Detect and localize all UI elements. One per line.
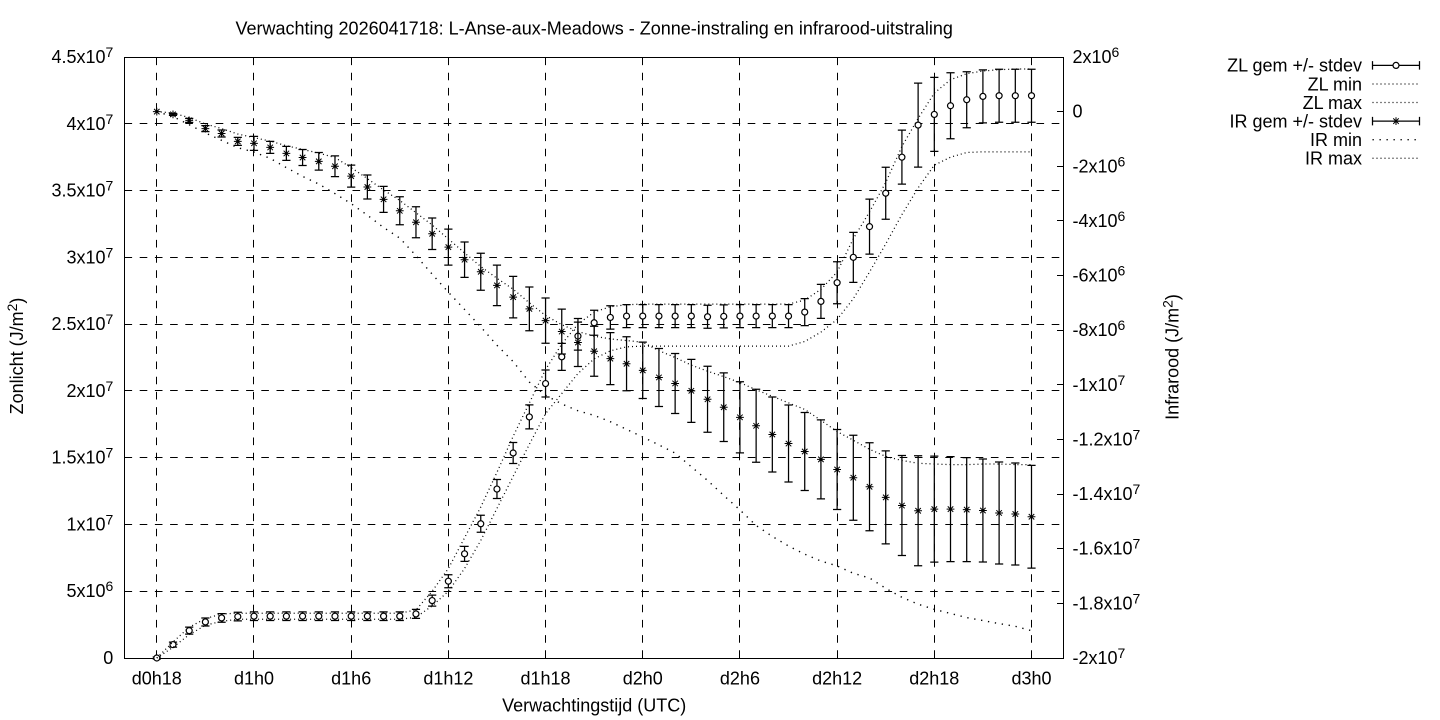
svg-text:d1h12: d1h12 [423, 669, 473, 689]
svg-text:1.5x107: 1.5x107 [51, 445, 113, 468]
svg-text:-4x106: -4x106 [1073, 208, 1126, 231]
svg-text:3x107: 3x107 [66, 244, 113, 267]
svg-text:3.5x107: 3.5x107 [51, 178, 113, 201]
svg-text:2x107: 2x107 [66, 378, 113, 401]
svg-text:5x106: 5x106 [66, 578, 113, 601]
svg-text:d1h18: d1h18 [521, 669, 571, 689]
svg-text:0: 0 [103, 648, 113, 668]
svg-text:d1h6: d1h6 [331, 669, 371, 689]
svg-text:d2h18: d2h18 [909, 669, 959, 689]
svg-text:-2x107: -2x107 [1073, 645, 1126, 668]
svg-text:Zonlicht (J/m2): Zonlicht (J/m2) [4, 298, 27, 415]
svg-text:IR min: IR min [1310, 130, 1362, 150]
svg-text:ZL gem +/- stdev: ZL gem +/- stdev [1227, 56, 1362, 76]
svg-text:ZL min: ZL min [1308, 74, 1362, 94]
svg-text:-1x107: -1x107 [1073, 372, 1126, 395]
svg-text:-2x106: -2x106 [1073, 153, 1126, 176]
svg-text:-1.8x107: -1.8x107 [1073, 590, 1141, 613]
svg-text:-1.4x107: -1.4x107 [1073, 481, 1141, 504]
svg-text:4x107: 4x107 [66, 111, 113, 134]
svg-text:Verwachting 2026041718: L-Anse: Verwachting 2026041718: L-Anse-aux-Meado… [235, 18, 952, 38]
svg-text:-8x106: -8x106 [1073, 317, 1126, 340]
svg-text:Infrarood (J/m2): Infrarood (J/m2) [1160, 294, 1183, 420]
svg-text:4.5x107: 4.5x107 [51, 44, 113, 67]
svg-text:d2h0: d2h0 [623, 669, 663, 689]
svg-text:IR max: IR max [1305, 149, 1362, 169]
svg-text:d2h6: d2h6 [720, 669, 760, 689]
svg-text:2x106: 2x106 [1073, 44, 1120, 67]
svg-text:IR gem +/- stdev: IR gem +/- stdev [1229, 111, 1362, 131]
svg-text:ZL max: ZL max [1303, 93, 1362, 113]
svg-text:Verwachtingstijd (UTC): Verwachtingstijd (UTC) [502, 696, 686, 716]
svg-text:2.5x107: 2.5x107 [51, 311, 113, 334]
svg-text:-1.2x107: -1.2x107 [1073, 426, 1141, 449]
svg-text:-6x106: -6x106 [1073, 263, 1126, 286]
svg-text:d0h18: d0h18 [132, 669, 182, 689]
svg-text:d2h12: d2h12 [812, 669, 862, 689]
svg-text:d3h0: d3h0 [1011, 669, 1051, 689]
svg-text:d1h0: d1h0 [234, 669, 274, 689]
svg-text:0: 0 [1073, 102, 1083, 122]
svg-text:1x107: 1x107 [66, 511, 113, 534]
svg-text:-1.6x107: -1.6x107 [1073, 536, 1141, 559]
